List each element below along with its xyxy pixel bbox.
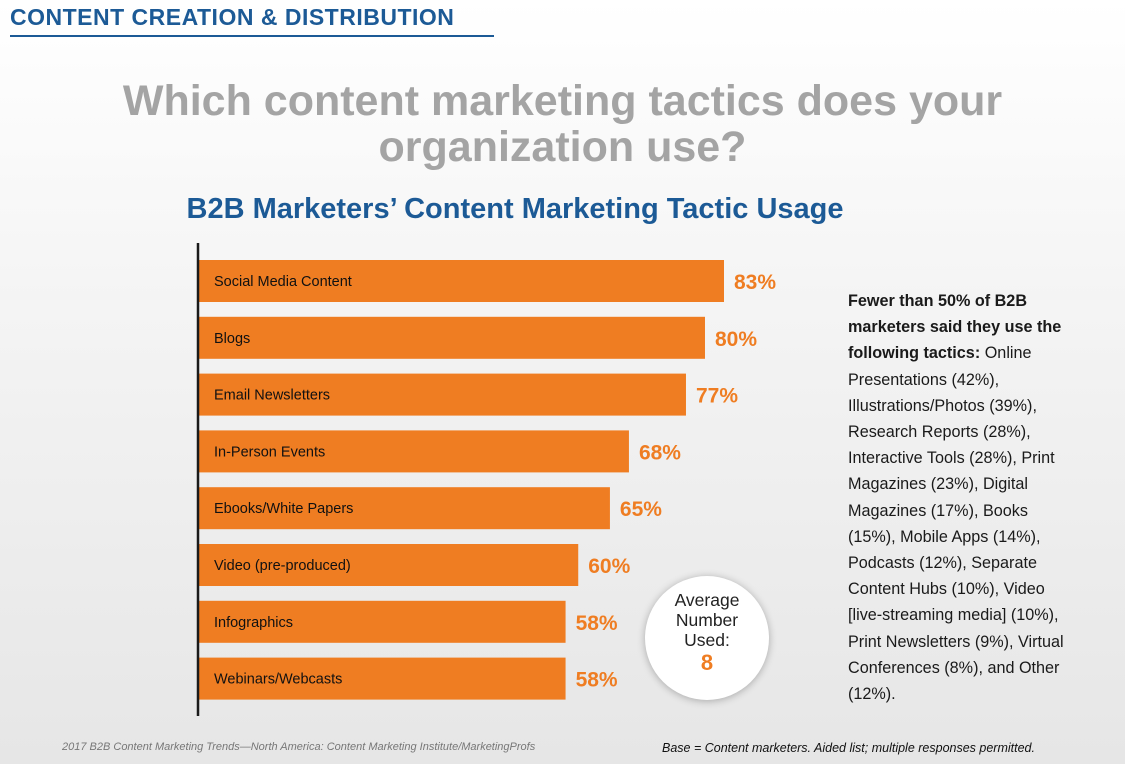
bar-label: In-Person Events [214,444,325,460]
bar-label: Infographics [214,615,293,631]
average-badge: Average Number Used: 8 [645,576,769,700]
average-value: 8 [700,650,714,675]
bar-label: Email Newsletters [214,388,330,404]
base-note: Base = Content marketers. Aided list; mu… [662,741,1035,755]
bar [198,544,579,586]
bar-row: Social Media Content 83% [198,260,776,302]
average-label: Average Number Used: [674,590,740,650]
bar-label: Blogs [214,331,250,347]
side-note-body: Online Presentations (42%), Illustration… [848,344,1064,704]
bar-label: Social Media Content [214,274,352,290]
bar-value-label: 77% [696,385,738,408]
section-title: CONTENT CREATION & DISTRIBUTION [10,4,494,37]
source-note: 2017 B2B Content Marketing Trends—North … [62,741,536,753]
bar-row: Webinars/Webcasts 58% [198,657,618,700]
bar-label: Webinars/Webcasts [214,672,342,688]
bar-value-label: 60% [588,555,630,578]
bar-value-label: 83% [734,271,776,294]
bar [198,487,610,530]
bar-row: Infographics 58% [198,600,618,643]
bar-value-label: 65% [620,498,662,521]
bar-row: Video (pre-produced) 60% [198,544,631,586]
bar [198,316,705,359]
bar-label: Video (pre-produced) [214,558,351,574]
side-note-heading: Fewer than 50% of B2B marketers said the… [848,292,1062,363]
bar-value-label: 58% [576,612,618,635]
bar [198,600,566,643]
bar-row: Blogs 80% [198,316,757,359]
bar-value-label: 80% [715,328,757,351]
bar [198,657,566,700]
chart-title: B2B Marketers’ Content Marketing Tactic … [186,193,844,225]
side-note: Fewer than 50% of B2B marketers said the… [848,288,1080,707]
bar [198,430,629,473]
bar-label: Ebooks/White Papers [214,501,353,517]
bar-row: Ebooks/White Papers 65% [198,487,662,530]
bar-value-label: 68% [639,441,681,464]
bar [198,260,724,302]
bar-row: Email Newsletters 77% [198,373,738,416]
bar-value-label: 58% [576,669,618,692]
bar [198,373,686,416]
bar-row: In-Person Events 68% [198,430,681,473]
survey-question: Which content marketing tactics does you… [122,77,1003,171]
